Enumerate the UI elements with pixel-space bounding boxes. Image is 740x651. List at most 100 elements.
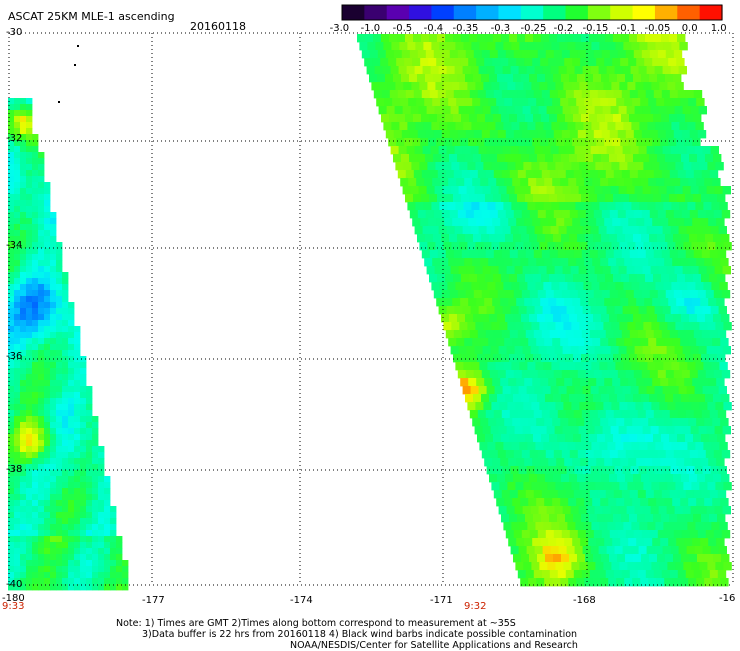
swath-cell bbox=[604, 218, 613, 227]
swath-cell bbox=[632, 498, 641, 507]
swath-cell bbox=[670, 146, 679, 155]
swath-cell bbox=[529, 154, 538, 163]
swath-cell bbox=[541, 250, 551, 259]
swath-cell bbox=[449, 210, 459, 219]
swath-cell bbox=[707, 322, 716, 331]
swath-cell bbox=[689, 130, 699, 139]
swath-cell bbox=[517, 194, 526, 203]
swath-cell bbox=[44, 434, 51, 441]
swath-cell bbox=[542, 386, 551, 395]
swath-cell bbox=[50, 566, 57, 573]
swath-cell bbox=[716, 378, 725, 387]
swath-cell bbox=[407, 202, 416, 211]
swath-cell bbox=[557, 354, 566, 363]
swath-cell bbox=[702, 386, 711, 395]
swath-cell bbox=[92, 506, 99, 513]
swath-cell bbox=[529, 314, 538, 323]
swath-cell bbox=[445, 274, 454, 283]
swath-cell bbox=[56, 284, 63, 291]
swath-cell bbox=[512, 258, 521, 267]
swath-cell bbox=[589, 490, 599, 499]
swath-cell bbox=[62, 488, 69, 495]
swath-cell bbox=[556, 298, 565, 307]
swath-cell bbox=[629, 570, 639, 579]
swath-cell bbox=[513, 74, 522, 83]
swath-cell bbox=[605, 434, 614, 443]
swath-cell bbox=[707, 562, 716, 571]
swath-cell bbox=[20, 320, 27, 327]
swath-cell bbox=[461, 274, 470, 283]
swath-cell bbox=[597, 114, 606, 123]
swath-cell bbox=[469, 250, 479, 259]
swath-cell bbox=[545, 450, 555, 459]
swath-cell bbox=[14, 410, 21, 417]
swath-cell bbox=[20, 572, 27, 579]
swath-cell bbox=[589, 114, 598, 123]
swath-cell bbox=[420, 138, 429, 147]
swath-cell bbox=[110, 524, 117, 531]
swath-cell bbox=[62, 470, 69, 477]
swath-cell bbox=[397, 90, 407, 99]
swath-cell bbox=[653, 34, 662, 43]
swath-cell bbox=[505, 154, 514, 163]
swath-cell bbox=[457, 210, 467, 219]
swath-cell bbox=[62, 308, 69, 315]
swath-cell bbox=[665, 450, 675, 459]
swath-cell bbox=[68, 512, 75, 519]
swath-cell bbox=[457, 290, 467, 299]
swath-cell bbox=[641, 474, 650, 483]
swath-cell bbox=[577, 50, 587, 59]
swath-cell bbox=[709, 434, 718, 443]
swath-cell bbox=[14, 434, 21, 441]
swath-cell bbox=[492, 458, 501, 467]
swath-cell bbox=[8, 110, 15, 117]
swath-cell bbox=[554, 426, 563, 435]
swath-cell bbox=[416, 178, 425, 187]
swath-cell bbox=[32, 248, 39, 255]
swath-cell bbox=[20, 416, 27, 423]
swath-cell bbox=[26, 224, 33, 231]
swath-cell bbox=[513, 50, 523, 59]
swath-cell bbox=[635, 402, 644, 411]
swath-cell bbox=[399, 122, 408, 131]
swath-cell bbox=[550, 66, 559, 75]
swath-cell bbox=[649, 290, 659, 299]
swath-cell bbox=[625, 74, 634, 83]
swath-cell bbox=[694, 466, 703, 475]
swath-cell bbox=[683, 482, 692, 491]
swath-cell bbox=[720, 338, 729, 347]
swath-cell bbox=[62, 500, 69, 507]
swath-cell bbox=[529, 130, 539, 139]
swath-cell bbox=[595, 562, 604, 571]
swath-cell bbox=[701, 490, 711, 499]
swath-cell bbox=[519, 362, 528, 371]
swath-cell bbox=[524, 138, 533, 147]
swath-cell bbox=[505, 370, 515, 379]
swath-cell bbox=[14, 476, 21, 483]
swath-cell bbox=[86, 446, 93, 453]
swath-cell bbox=[74, 362, 81, 369]
swath-cell bbox=[588, 298, 597, 307]
swath-cell bbox=[697, 450, 707, 459]
swath-cell bbox=[460, 218, 469, 227]
swath-cell bbox=[700, 538, 709, 547]
swath-cell bbox=[688, 338, 697, 347]
swath-cell bbox=[26, 266, 33, 273]
swath-cell bbox=[557, 570, 567, 579]
swath-cell bbox=[593, 554, 602, 563]
swath-cell bbox=[413, 194, 422, 203]
swath-cell bbox=[116, 548, 123, 555]
swath-cell bbox=[687, 122, 696, 131]
swath-cell bbox=[122, 572, 129, 579]
swath-cell bbox=[589, 354, 598, 363]
swath-cell bbox=[596, 58, 605, 67]
swath-cell bbox=[462, 386, 471, 395]
swath-cell bbox=[681, 554, 690, 563]
swath-cell bbox=[98, 500, 105, 507]
swath-cell bbox=[62, 536, 69, 543]
swath-cell bbox=[637, 90, 647, 99]
swath-cell bbox=[617, 394, 626, 403]
swath-cell bbox=[633, 234, 642, 243]
swath-cell bbox=[495, 282, 504, 291]
swath-cell bbox=[390, 66, 399, 75]
